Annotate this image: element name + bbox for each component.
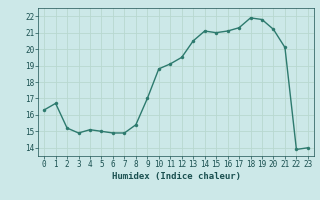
X-axis label: Humidex (Indice chaleur): Humidex (Indice chaleur) bbox=[111, 172, 241, 181]
